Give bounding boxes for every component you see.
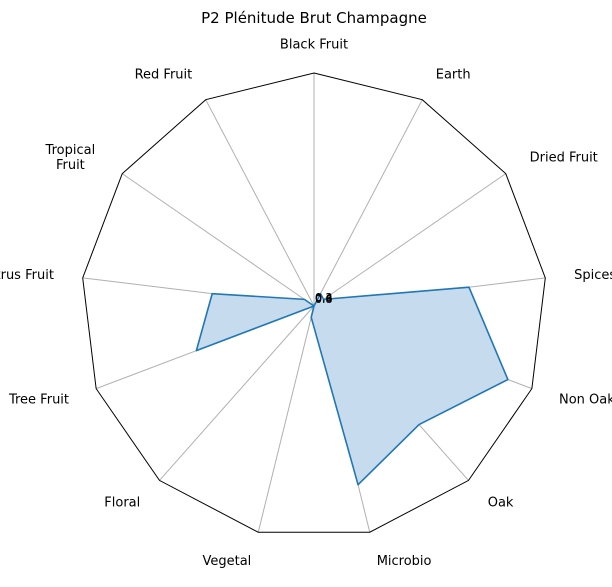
chart-title: P2 Plénitude Brut Champagne [201,9,427,27]
category-label: Microbio [377,554,432,569]
category-label: Spices [574,268,612,283]
category-label: Floral [104,496,140,511]
spoke-line [314,100,422,306]
category-label: Tropical Fruit [45,143,96,173]
category-label: Tree Fruit [8,392,69,407]
spoke-line [206,100,314,306]
category-label: Dried Fruit [530,151,598,166]
radial-tick-label: 0.8 [315,293,333,306]
spoke-line [258,306,314,532]
category-label: Earth [436,68,471,83]
tick-layer: 0.20.40.60.8 [315,291,333,306]
category-label: Citrus Fruit [0,268,54,283]
category-label: Black Fruit [280,38,348,53]
category-label: Non Oak [559,392,612,407]
category-label: Red Fruit [135,68,193,83]
category-label: Oak [488,496,514,511]
category-label: Vegetal [202,554,251,569]
